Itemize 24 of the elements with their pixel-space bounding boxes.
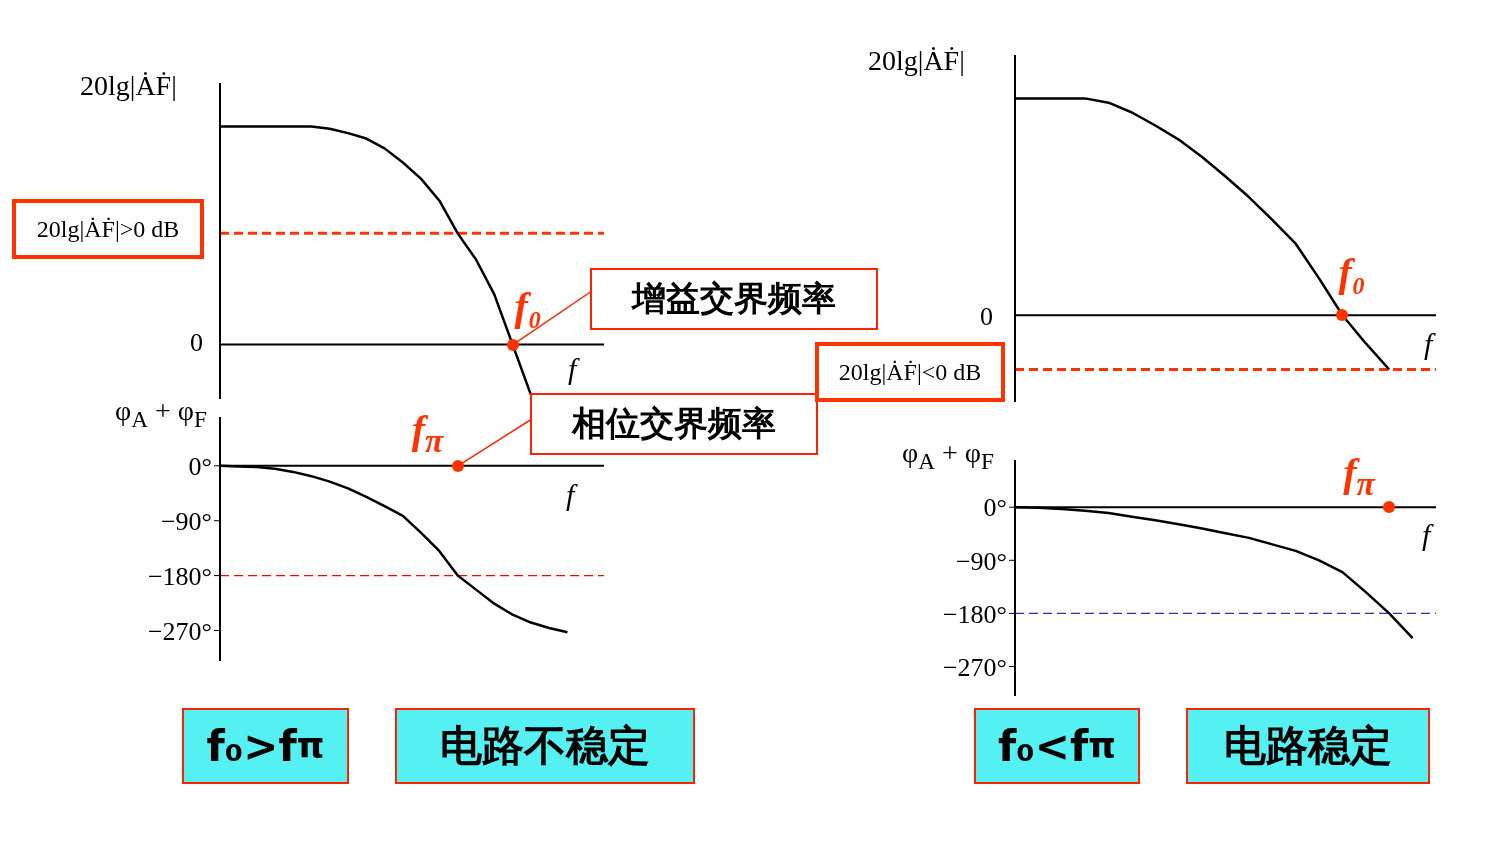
annotation: f$_{π}$ — [411, 405, 444, 460]
ref-line-label: 20lg|ȦḞ|<0 dB — [815, 342, 1005, 402]
y-axis-title: 20lg|ȦḞ| — [80, 70, 177, 102]
text: 增益交界频率 — [590, 268, 878, 330]
y-axis-title: φ$_{A}$ + φ$_{F}$ — [115, 395, 207, 433]
y-axis-title: 20lg|ȦḞ| — [868, 45, 965, 77]
y-tick-label: −270° — [942, 652, 1007, 682]
y-axis-title: φ$_{A}$ + φ$_{F}$ — [902, 437, 994, 475]
y-tick-label: −90° — [955, 546, 1007, 576]
annotation: f₀ — [514, 282, 542, 330]
text: 电路稳定 — [1186, 708, 1430, 784]
y-tick-label: 0° — [983, 493, 1007, 523]
text: 0 — [980, 302, 993, 332]
y-tick-label: −270° — [147, 616, 212, 646]
y-tick-label: −180° — [942, 599, 1007, 629]
annotation: f$_{π}$ — [1343, 449, 1375, 504]
ref-line-label: 20lg|ȦḞ|>0 dB — [12, 199, 204, 259]
text: 0 — [190, 328, 203, 358]
annotation: f₀ — [1338, 249, 1366, 297]
annotation: 相位交界频率 — [530, 393, 818, 455]
y-tick-label: −180° — [147, 561, 212, 591]
text: 电路不稳定 — [395, 708, 695, 784]
y-tick-label: −90° — [160, 506, 212, 536]
y-tick-label: 0° — [188, 452, 212, 482]
